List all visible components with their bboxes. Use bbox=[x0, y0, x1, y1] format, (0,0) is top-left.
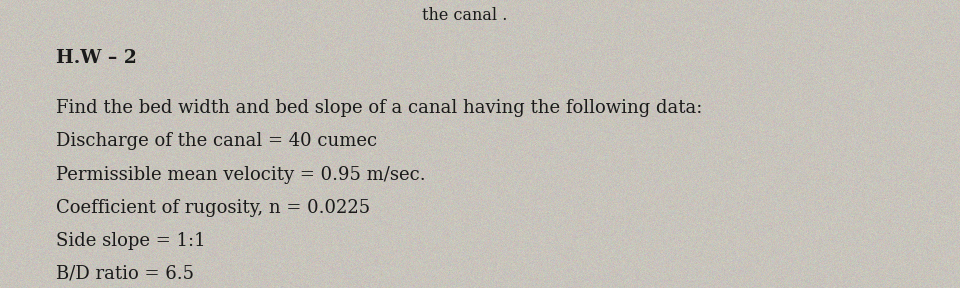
Text: Side slope = 1:1: Side slope = 1:1 bbox=[56, 232, 205, 250]
Text: Permissible mean velocity = 0.95 m/sec.: Permissible mean velocity = 0.95 m/sec. bbox=[56, 166, 425, 184]
Text: Coefficient of rugosity, n = 0.0225: Coefficient of rugosity, n = 0.0225 bbox=[56, 199, 370, 217]
Text: Discharge of the canal = 40 cumec: Discharge of the canal = 40 cumec bbox=[56, 132, 377, 150]
Text: the canal .: the canal . bbox=[422, 7, 508, 24]
Text: B/D ratio = 6.5: B/D ratio = 6.5 bbox=[56, 265, 194, 283]
Text: H.W – 2: H.W – 2 bbox=[56, 49, 136, 67]
Text: Find the bed width and bed slope of a canal having the following data:: Find the bed width and bed slope of a ca… bbox=[56, 99, 702, 118]
